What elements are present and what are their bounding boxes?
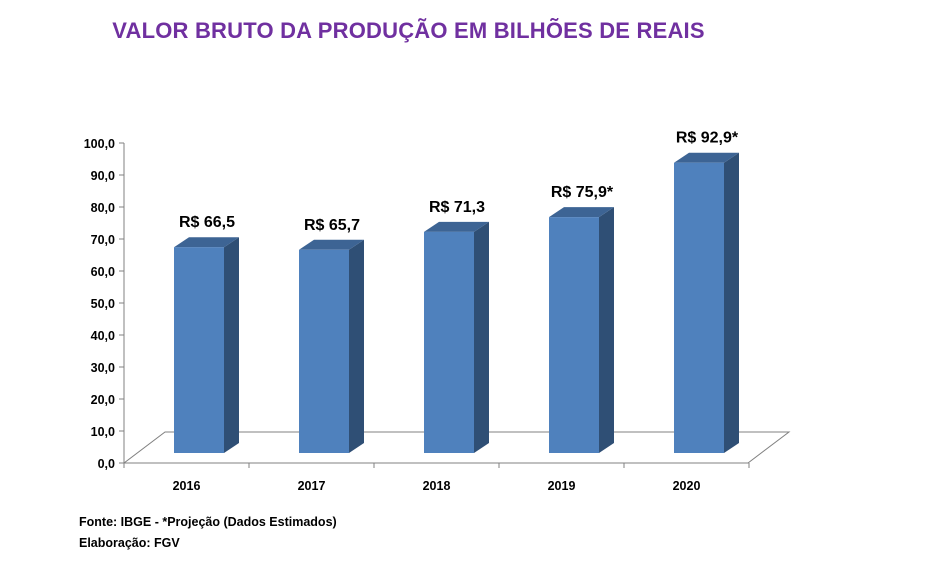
y-tick-label: 0,0 [98, 457, 115, 471]
bar-front [674, 162, 724, 453]
bar-front [549, 217, 599, 453]
x-category-label: 2018 [423, 479, 451, 493]
bar-series [174, 152, 739, 453]
data-label: R$ 71,3 [429, 199, 485, 216]
bar-2017 [299, 239, 364, 453]
data-label: R$ 65,7 [304, 217, 360, 234]
y-tick-label: 100,0 [84, 137, 115, 151]
bar-top [174, 237, 239, 248]
bar-side [724, 152, 739, 453]
data-label: R$ 75,9* [551, 184, 614, 201]
data-label: R$ 92,9* [676, 130, 739, 147]
chart-floor [122, 431, 791, 464]
y-tick-label: 50,0 [91, 297, 115, 311]
y-tick-label: 30,0 [91, 361, 115, 375]
bar-2018 [424, 221, 489, 453]
x-category-label: 2020 [673, 479, 701, 493]
credit-note: Elaboração: FGV [79, 536, 180, 550]
bar-front [424, 231, 474, 453]
bar-front [299, 249, 349, 453]
bar-2020 [674, 152, 739, 453]
bar-front [174, 247, 224, 453]
data-labels: R$ 66,5 R$ 65,7 R$ 71,3 R$ 75,9* R$ 92,9* [179, 130, 739, 234]
y-tick-label: 80,0 [91, 201, 115, 215]
bar-side [599, 207, 614, 453]
bar-top [299, 239, 364, 250]
data-label: R$ 66,5 [179, 214, 235, 231]
bar-2016 [174, 237, 239, 453]
y-tick-label: 20,0 [91, 393, 115, 407]
bar-2019 [549, 207, 614, 453]
bar-top [674, 152, 739, 163]
x-category-label: 2019 [548, 479, 576, 493]
x-category-label: 2016 [173, 479, 201, 493]
y-axis-ticks: 0,0 10,0 20,0 30,0 40,0 50,0 60,0 70,0 80,0 90,0 1… [84, 137, 124, 471]
bar-side [474, 221, 489, 453]
chart-title: VALOR BRUTO DA PRODUÇÃO EM BILHÕES DE RE… [112, 18, 705, 43]
source-note: Fonte: IBGE - *Projeção (Dados Estimados… [79, 515, 337, 529]
y-tick-label: 60,0 [91, 265, 115, 279]
y-tick-label: 10,0 [91, 425, 115, 439]
y-tick-label: 70,0 [91, 233, 115, 247]
bar-side [224, 237, 239, 453]
bar-side [349, 239, 364, 453]
y-tick-label: 40,0 [91, 329, 115, 343]
bar-top [424, 221, 489, 232]
x-category-label: 2017 [298, 479, 326, 493]
x-axis-categories: 2016 2017 2018 2019 2020 [173, 479, 701, 493]
y-tick-label: 90,0 [91, 169, 115, 183]
bar-top [549, 207, 614, 218]
